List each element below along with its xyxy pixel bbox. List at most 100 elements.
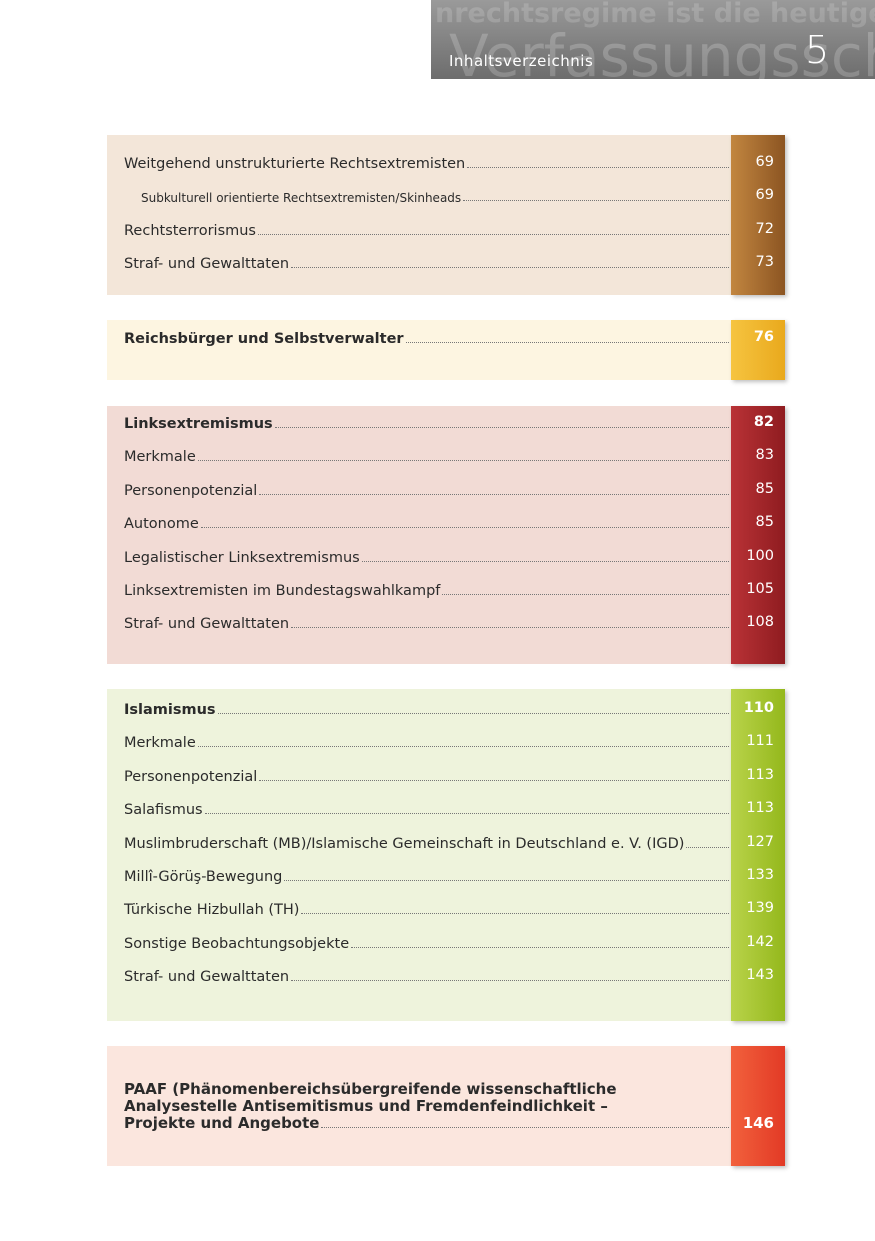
- entry-title: Straf- und Gewalttaten: [124, 969, 290, 986]
- toc-entry: Subkulturell orientierte Rechtsextremist…: [124, 185, 731, 205]
- entry-page: 82: [753, 414, 774, 430]
- entry-page: 108: [746, 614, 774, 631]
- entry-page: 143: [746, 967, 774, 984]
- page-tab: [731, 1046, 785, 1166]
- dot-leader: [351, 946, 729, 948]
- section-box: [107, 1046, 732, 1166]
- toc-entry: Salafismus: [124, 798, 731, 818]
- dot-leader: [301, 913, 729, 915]
- toc-entry: Merkmale: [124, 731, 731, 751]
- toc-entry: Analysestelle Antisemitismus und Fremden…: [124, 1095, 731, 1115]
- toc-entry: Millî-Görüş-Bewegung: [124, 865, 731, 885]
- entry-title: Projekte und Angebote: [124, 1114, 320, 1132]
- page-tab: [731, 320, 785, 380]
- toc-entry: Straf- und Gewalttaten: [124, 965, 731, 985]
- dot-leader: [361, 560, 729, 562]
- toc-entry: Türkische Hizbullah (TH): [124, 898, 731, 918]
- toc-entry: Muslimbruderschaft (MB)/Islamische Gemei…: [124, 832, 731, 852]
- toc-entry: Personenpotenzial: [124, 479, 731, 499]
- section-box: [107, 135, 732, 295]
- entry-title: Linksextremisten im Bundestagswahlkampf: [124, 583, 441, 599]
- entry-title: Personenpotenzial: [124, 482, 258, 499]
- toc-entry: Personenpotenzial: [124, 765, 731, 785]
- dot-leader: [204, 813, 729, 815]
- header-title: Inhaltsverzeichnis: [449, 52, 594, 70]
- entry-page: 100: [746, 547, 774, 564]
- dot-leader: [291, 267, 729, 269]
- entry-page: 113: [746, 800, 774, 817]
- entry-title: Muslimbruderschaft (MB)/Islamische Gemei…: [124, 835, 685, 852]
- toc-entry: Rechtsterrorismus: [124, 219, 731, 239]
- toc-entry: Merkmale: [124, 445, 731, 465]
- entry-title: Rechtsterrorismus: [124, 222, 256, 239]
- toc-entry: Reichsbürger und Selbstverwalter: [124, 327, 731, 347]
- dot-leader: [197, 460, 729, 462]
- entry-title: Straf- und Gewalttaten: [124, 616, 290, 633]
- dot-leader: [463, 200, 729, 202]
- dot-leader: [442, 594, 729, 595]
- dot-leader: [321, 1127, 729, 1128]
- entry-title: Türkische Hizbullah (TH): [124, 902, 300, 919]
- toc-entry: Straf- und Gewalttaten: [124, 252, 731, 272]
- toc-entry: Legalistischer Linksextremismus: [124, 546, 731, 566]
- entry-page: 110: [743, 700, 774, 716]
- entry-page: 111: [746, 733, 774, 750]
- dot-leader: [291, 980, 729, 982]
- dot-leader: [405, 342, 729, 343]
- section-box: [107, 320, 732, 380]
- page-tab: [731, 689, 785, 1021]
- dot-leader: [274, 427, 729, 428]
- toc-entry: Autonome: [124, 512, 731, 532]
- entry-page: 69: [755, 154, 774, 170]
- entry-title: Subkulturell orientierte Rechtsextremist…: [141, 191, 462, 206]
- entry-page: 83: [755, 447, 774, 464]
- toc-entry: Linksextremisten im Bundestagswahlkampf: [124, 579, 731, 599]
- entry-page: 85: [755, 480, 774, 497]
- header-background-text: nrechtsregime ist die heutige Demo: [435, 0, 875, 29]
- toc-entry: Weitgehend unstrukturierte Rechtsextremi…: [124, 152, 731, 172]
- entry-page: 105: [746, 581, 774, 597]
- page-tab: [731, 135, 785, 295]
- page-number: 5: [805, 28, 830, 72]
- dot-leader: [200, 527, 729, 529]
- dot-leader: [291, 627, 729, 629]
- entry-title: Legalistischer Linksextremismus: [124, 549, 360, 566]
- entry-page: 73: [755, 254, 774, 271]
- entry-page: 76: [753, 329, 774, 345]
- entry-title: Sonstige Beobachtungsobjekte: [124, 935, 350, 952]
- entry-page: 127: [746, 833, 774, 850]
- entry-title: Reichsbürger und Selbstverwalter: [124, 331, 404, 347]
- toc-entry: Islamismus: [124, 698, 731, 718]
- entry-page: 113: [746, 766, 774, 783]
- entry-title: Straf- und Gewalttaten: [124, 256, 290, 273]
- entry-page: 85: [755, 514, 774, 531]
- header: nrechtsregime ist die heutige Demo Verfa…: [431, 0, 875, 79]
- dot-leader: [259, 779, 729, 781]
- entry-title: Merkmale: [124, 735, 196, 752]
- dot-leader: [217, 713, 729, 714]
- entry-title: Analysestelle Antisemitismus und Fremden…: [124, 1097, 608, 1115]
- dot-leader: [284, 880, 729, 881]
- section-box: [107, 689, 732, 1021]
- entry-title: Personenpotenzial: [124, 768, 258, 785]
- toc-entry: Sonstige Beobachtungsobjekte: [124, 932, 731, 952]
- toc-entry: PAAF (Phänomenbereichsübergreifende wiss…: [124, 1078, 731, 1098]
- entry-title: Millî-Görüş-Bewegung: [124, 869, 283, 885]
- entry-title: Autonome: [124, 516, 199, 533]
- entry-title: Merkmale: [124, 449, 196, 466]
- entry-page: 142: [746, 933, 774, 950]
- dot-leader: [467, 167, 729, 168]
- toc-entry: Linksextremismus: [124, 412, 731, 432]
- toc-entry: Projekte und Angebote: [124, 1112, 731, 1132]
- entry-page: 133: [746, 867, 774, 883]
- entry-title: Linksextremismus: [124, 416, 273, 432]
- dot-leader: [197, 746, 729, 748]
- entry-page: 139: [746, 900, 774, 917]
- page-tab: [731, 406, 785, 664]
- entry-title: Islamismus: [124, 702, 216, 718]
- entry-title: Weitgehend unstrukturierte Rechtsextremi…: [124, 156, 466, 172]
- header-background-text: Verfassungsschutz: [449, 22, 875, 79]
- entry-page: 69: [755, 187, 774, 204]
- dot-leader: [686, 846, 729, 848]
